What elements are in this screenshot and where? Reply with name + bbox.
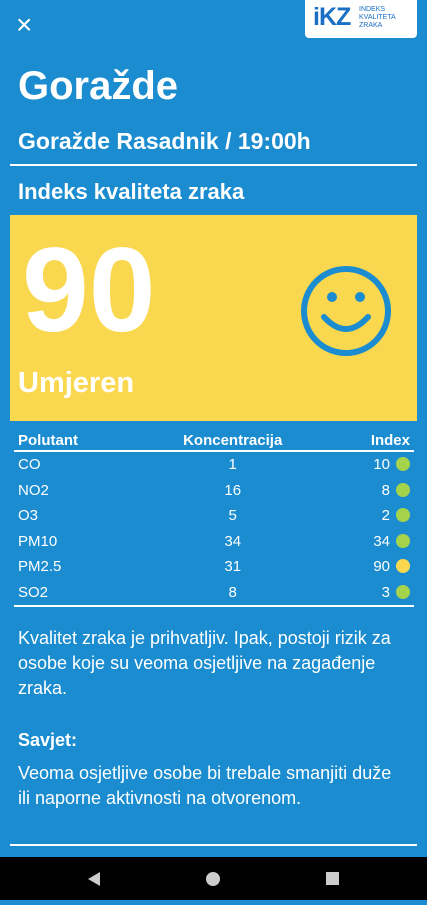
nav-bar	[0, 857, 427, 900]
status-dot	[396, 482, 410, 497]
index-cell: 3	[329, 580, 414, 607]
close-button[interactable]: ×	[16, 9, 33, 40]
city: Goražde	[18, 64, 179, 108]
nav-icons	[88, 872, 339, 886]
status-dot	[396, 457, 410, 472]
status-dot	[396, 533, 410, 548]
table-row: PM10 34 34	[14, 529, 414, 555]
description: Kvalitet zraka je prihvatljiv. Ipak, pos…	[18, 628, 391, 698]
table-row: O3 5 2	[14, 503, 414, 529]
concentration: 1	[228, 456, 237, 474]
index-category: Umjeren	[18, 367, 135, 399]
index: 3	[381, 583, 390, 601]
index: 10	[373, 456, 390, 474]
pollutant: CO	[18, 456, 41, 474]
index-cell: 10	[329, 451, 414, 478]
smiley	[301, 266, 391, 356]
table-row: SO2 8 3	[14, 580, 414, 607]
concentration: 16	[224, 481, 242, 499]
status-dot	[396, 508, 410, 523]
column-header: Koncentracija	[136, 430, 330, 452]
pollutant: PM2.5	[18, 558, 62, 576]
back-button[interactable]	[88, 872, 100, 886]
index-cell: 90	[329, 554, 414, 580]
concentration: 8	[228, 583, 237, 601]
concentration: 31	[224, 558, 242, 576]
column-header: Polutant	[14, 430, 137, 452]
logo-line: ZRAKA	[359, 22, 383, 29]
logo: iKZ INDEKS KVALITETA ZRAKA	[305, 0, 417, 38]
index-value: 90	[22, 223, 156, 357]
divider	[10, 844, 417, 846]
table-row: CO 1 10	[14, 451, 414, 478]
column-header: Index	[329, 430, 414, 452]
divider	[10, 164, 417, 166]
status-dot	[396, 584, 410, 599]
index-title: Indeks kvaliteta zraka	[18, 179, 245, 204]
station: Goražde Rasadnik / 19:00h	[18, 128, 311, 154]
status-dot	[396, 559, 410, 574]
index-cell: 8	[329, 478, 414, 504]
pollutant: PM10	[18, 532, 58, 550]
advice-text: Veoma osjetljive osobe bi trebale smanji…	[18, 763, 392, 808]
index-cell: 2	[329, 503, 414, 529]
index-cell: 34	[329, 529, 414, 555]
pollutant: SO2	[18, 583, 49, 601]
index: 2	[381, 507, 390, 525]
logo-line: INDEKS	[359, 6, 386, 13]
logo-mark: iKZ	[313, 3, 351, 31]
home-button[interactable]	[206, 872, 220, 886]
table-row: NO2 16 8	[14, 478, 414, 504]
index: 34	[373, 532, 390, 550]
index-box: 90 Umjeren	[10, 215, 417, 421]
table-row: PM2.5 31 90	[14, 554, 414, 580]
logo-text: INDEKS KVALITETA ZRAKA	[359, 6, 396, 30]
pollutant: NO2	[18, 481, 49, 499]
advice-title: Savjet:	[18, 730, 78, 750]
index: 90	[373, 558, 390, 576]
pollutant: O3	[18, 507, 39, 525]
logo-line: KVALITETA	[359, 14, 396, 21]
index: 8	[381, 481, 390, 499]
concentration: 34	[224, 532, 242, 550]
recents-button[interactable]	[326, 872, 339, 885]
concentration: 5	[228, 507, 237, 525]
pollutant-table: Polutant Koncentracija Index CO 1 10 NO2 16 8…	[14, 430, 414, 607]
